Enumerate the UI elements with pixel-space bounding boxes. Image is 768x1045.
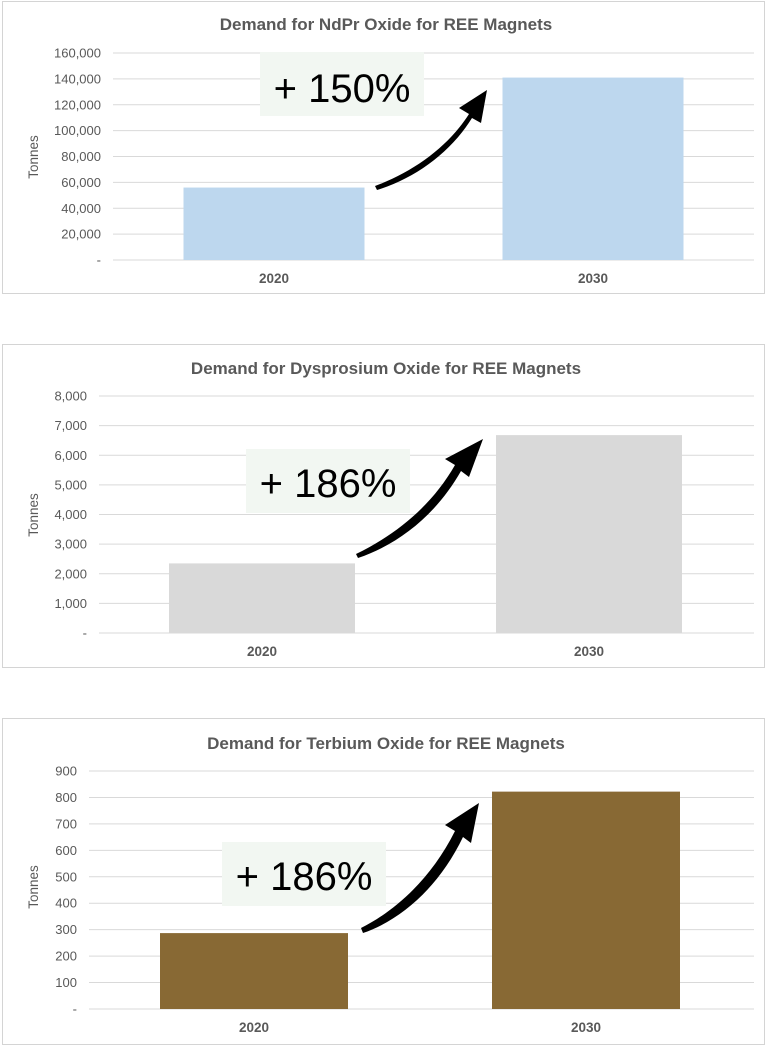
y-tick-label: 700 (55, 816, 77, 831)
y-tick-label: 4,000 (54, 507, 87, 522)
bar-2030 (492, 791, 680, 1009)
bars (169, 435, 682, 633)
chart-title: Demand for Terbium Oxide for REE Magnets (207, 734, 565, 753)
bar-2020 (183, 187, 365, 260)
bar-2030 (502, 77, 684, 260)
growth-arrow-icon (356, 439, 483, 558)
y-tick-label: 3,000 (54, 537, 87, 552)
bar-2020 (160, 933, 348, 1009)
y-tick-label: - (73, 1002, 77, 1017)
y-tick-label: 140,000 (54, 71, 101, 86)
y-tick-labels: - 1,000 2,000 3,000 4,000 5,000 6,000 7,000 8,00… (54, 389, 87, 641)
y-tick-label: 100 (55, 975, 77, 990)
growth-callout: + 150% (274, 67, 411, 111)
growth-arrow-icon (375, 90, 487, 190)
y-tick-label: 8,000 (54, 389, 87, 404)
chart-panel-terbium: Demand for Terbium Oxide for REE Magnets… (2, 718, 765, 1045)
y-tick-labels: - 20,000 40,000 60,000 80,000 100,000 120,000 1… (54, 46, 101, 268)
y-axis-label: Tonnes (26, 865, 41, 909)
y-tick-label: 800 (55, 790, 77, 805)
bar-2030 (496, 435, 682, 633)
chart-title: Demand for NdPr Oxide for REE Magnets (220, 15, 553, 34)
y-tick-label: 7,000 (54, 418, 87, 433)
x-tick-label: 2030 (571, 1020, 601, 1035)
y-tick-label: 600 (55, 843, 77, 858)
y-tick-label: 20,000 (61, 227, 101, 242)
chart-panel-ndpr: Demand for NdPr Oxide for REE Magnets To… (2, 1, 765, 294)
y-tick-label: 120,000 (54, 97, 101, 112)
x-tick-label: 2030 (578, 271, 608, 286)
chart-svg-dysprosium: Demand for Dysprosium Oxide for REE Magn… (26, 359, 754, 659)
y-tick-label: 6,000 (54, 448, 87, 463)
y-tick-label: 100,000 (54, 123, 101, 138)
y-tick-label: 40,000 (61, 201, 101, 216)
x-tick-label: 2030 (574, 644, 604, 659)
y-tick-label: 300 (55, 922, 77, 937)
y-tick-label: 160,000 (54, 46, 101, 61)
growth-callout: + 186% (260, 462, 397, 506)
y-axis-label: Tonnes (26, 135, 41, 179)
y-tick-label: - (83, 626, 87, 641)
y-tick-label: 2,000 (54, 566, 87, 581)
x-tick-labels: 2020 2030 (247, 644, 604, 659)
bars (183, 77, 684, 260)
chart-panel-dysprosium: Demand for Dysprosium Oxide for REE Magn… (2, 344, 765, 668)
y-tick-label: 1,000 (54, 596, 87, 611)
growth-callout-box (222, 842, 386, 906)
chart-svg-terbium: Demand for Terbium Oxide for REE Magnets… (26, 734, 754, 1035)
bars (160, 791, 680, 1009)
y-tick-label: 400 (55, 896, 77, 911)
y-tick-label: 80,000 (61, 149, 101, 164)
growth-callout-box (246, 449, 410, 513)
x-tick-label: 2020 (247, 644, 277, 659)
y-tick-label: 200 (55, 949, 77, 964)
chart-title: Demand for Dysprosium Oxide for REE Magn… (191, 359, 581, 378)
bar-2020 (169, 563, 355, 633)
x-tick-labels: 2020 2030 (239, 1020, 601, 1035)
y-tick-label: 900 (55, 764, 77, 779)
y-tick-labels: - 100 200 300 400 500 600 700 800 900 (55, 764, 77, 1017)
growth-arrow-icon (361, 803, 479, 933)
x-tick-label: 2020 (239, 1020, 269, 1035)
y-tick-label: 60,000 (61, 175, 101, 190)
y-tick-label: - (97, 253, 101, 268)
y-tick-label: 500 (55, 869, 77, 884)
growth-callout-box (260, 52, 424, 116)
y-axis-label: Tonnes (26, 493, 41, 537)
chart-svg-ndpr: Demand for NdPr Oxide for REE Magnets To… (26, 15, 754, 286)
growth-callout: + 186% (236, 855, 373, 899)
y-tick-label: 5,000 (54, 477, 87, 492)
x-tick-labels: 2020 2030 (259, 271, 608, 286)
x-tick-label: 2020 (259, 271, 289, 286)
